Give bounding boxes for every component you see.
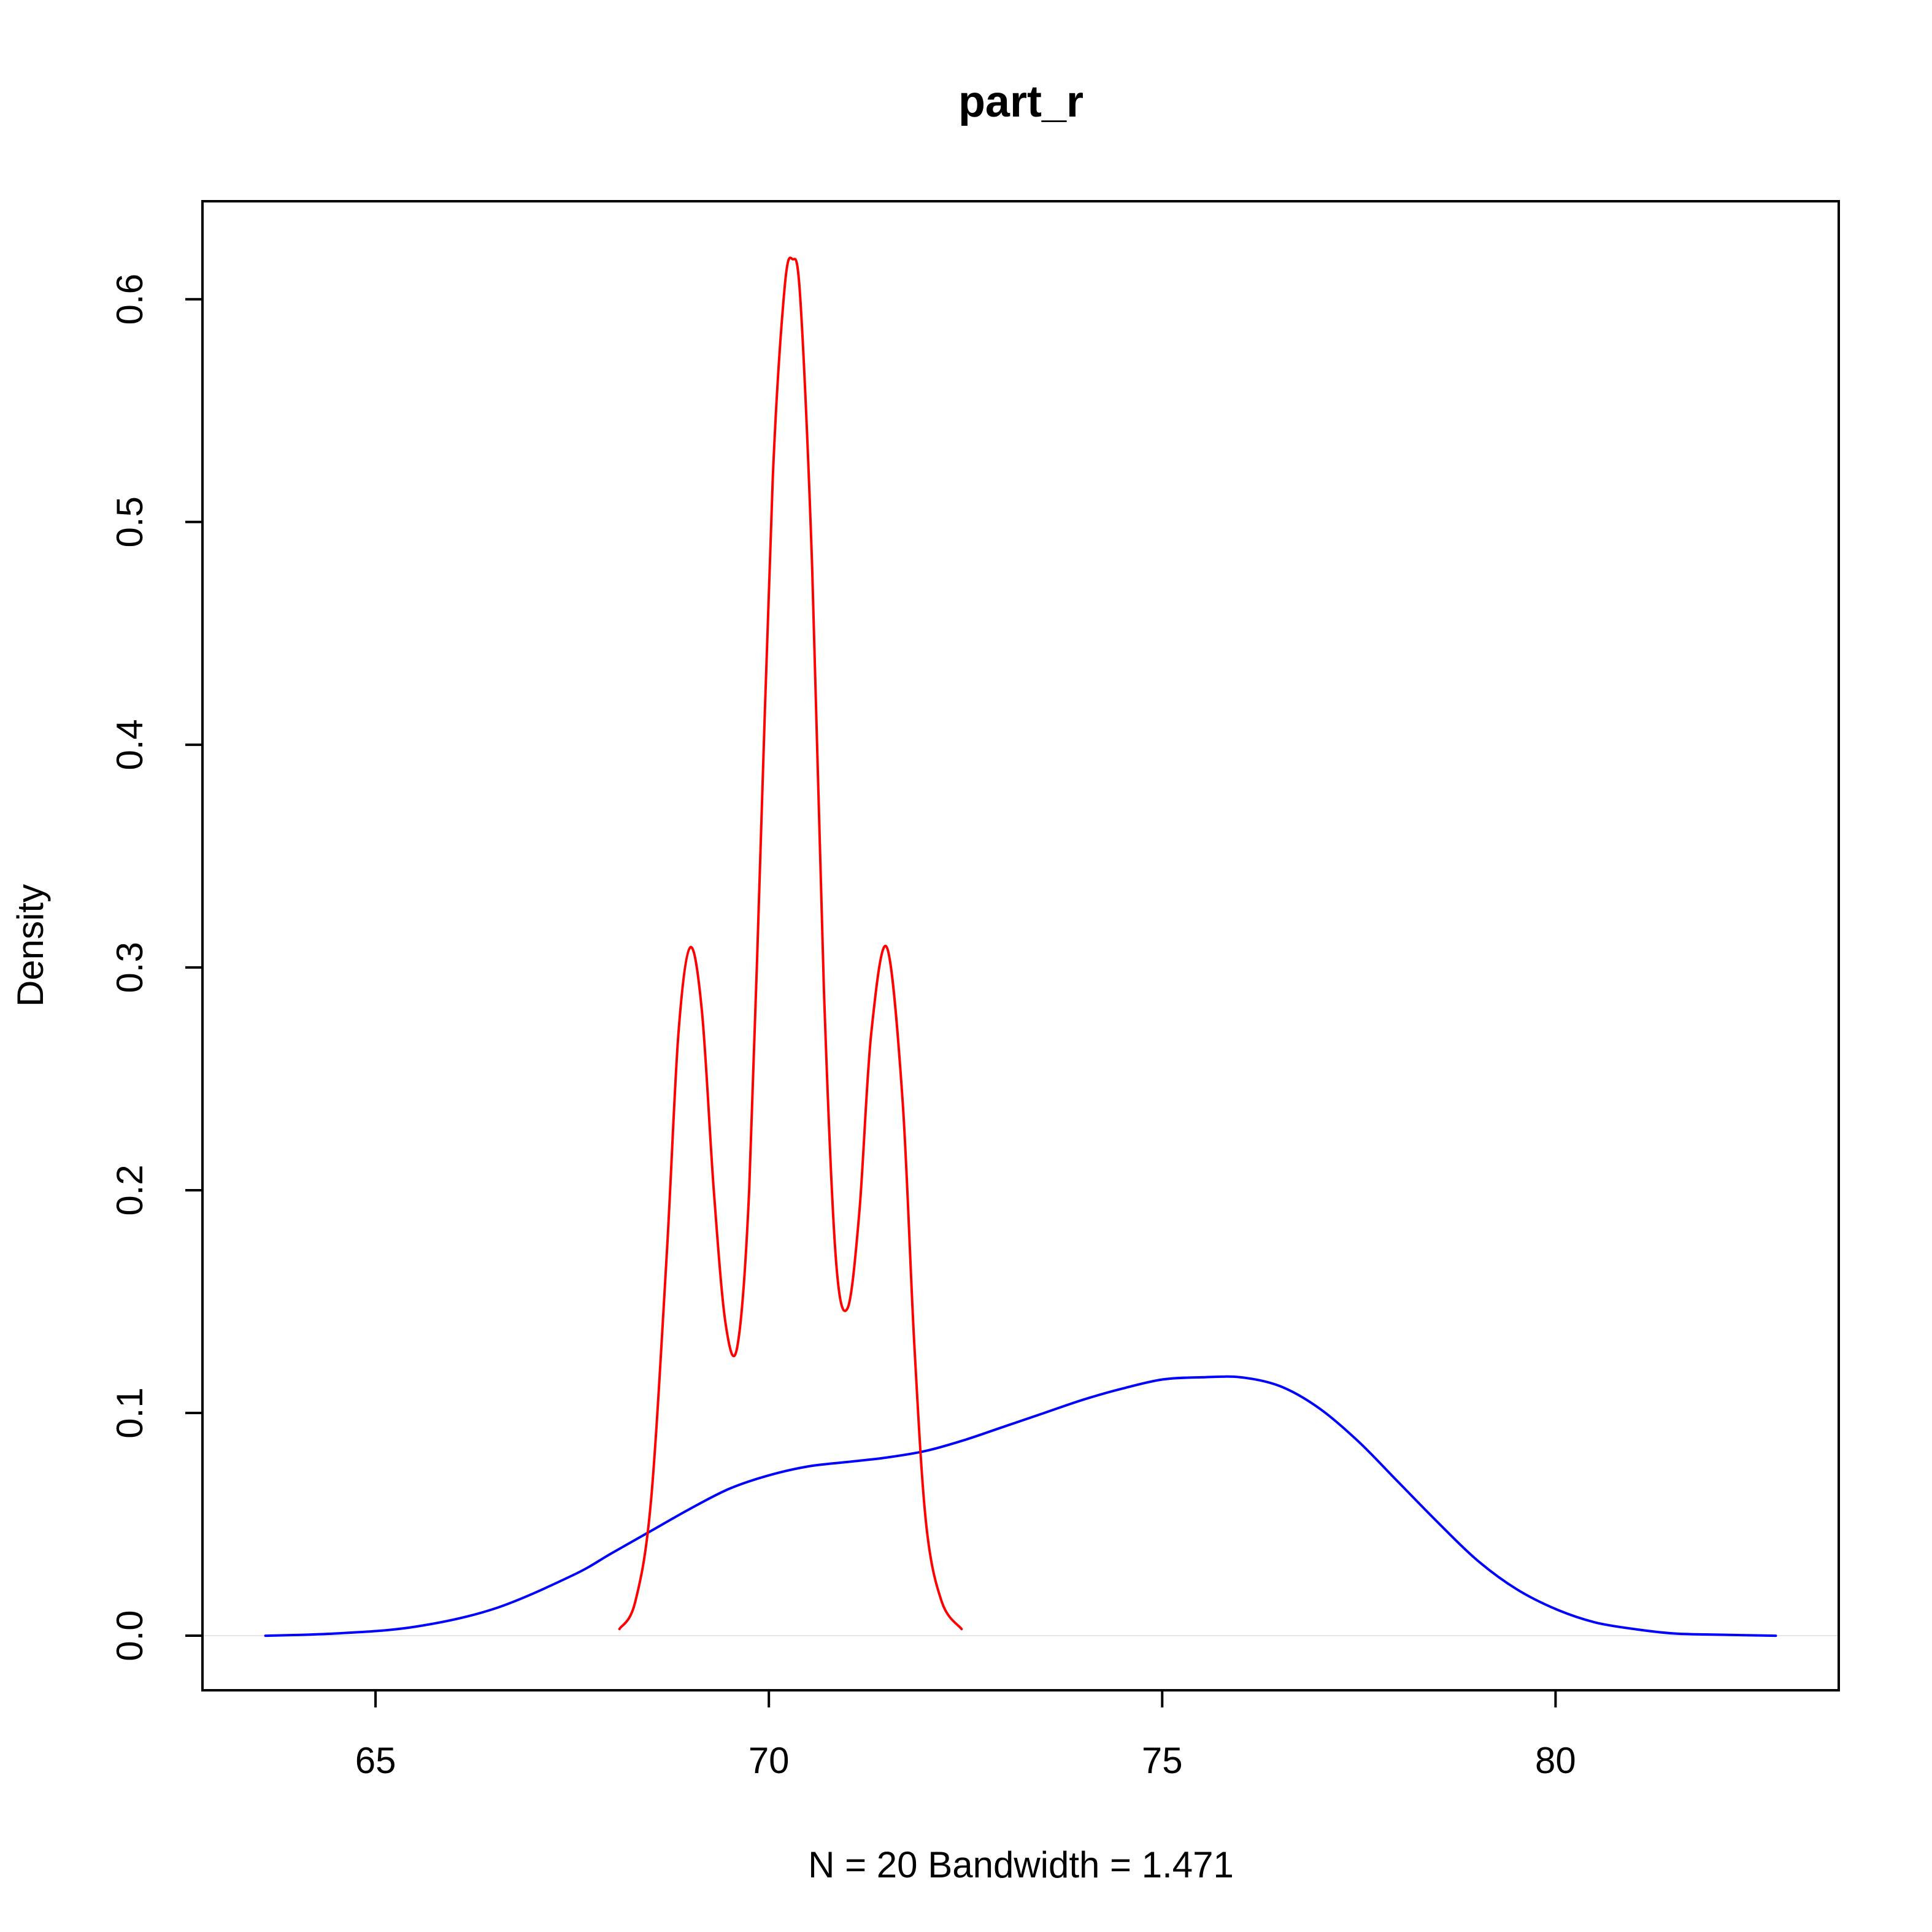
chart-title: part_r [958,77,1083,126]
y-axis-ticks: 0.0 0.1 0.2 0.3 0.4 0.5 0.6 [109,274,202,1661]
y-tick-label: 0.6 [109,274,150,325]
density-curve-2 [618,256,963,1631]
x-tick-label: 70 [749,1740,790,1781]
y-axis-label: Density [10,884,51,1007]
y-tick-label: 0.5 [109,496,150,547]
x-axis-label: N = 20 Bandwidth = 1.471 [808,1844,1234,1885]
y-tick-label: 0.0 [109,1610,150,1661]
density-curve-1 [264,1375,1777,1638]
y-tick-label: 0.2 [109,1164,150,1215]
y-tick-label: 0.3 [109,942,150,993]
x-axis-ticks: 65 70 75 80 [355,1690,1576,1781]
x-tick-label: 65 [355,1740,396,1781]
x-tick-label: 75 [1142,1740,1183,1781]
y-tick-label: 0.4 [109,719,150,770]
series-layer [264,256,1777,1638]
y-tick-label: 0.1 [109,1387,150,1438]
x-tick-label: 80 [1535,1740,1576,1781]
